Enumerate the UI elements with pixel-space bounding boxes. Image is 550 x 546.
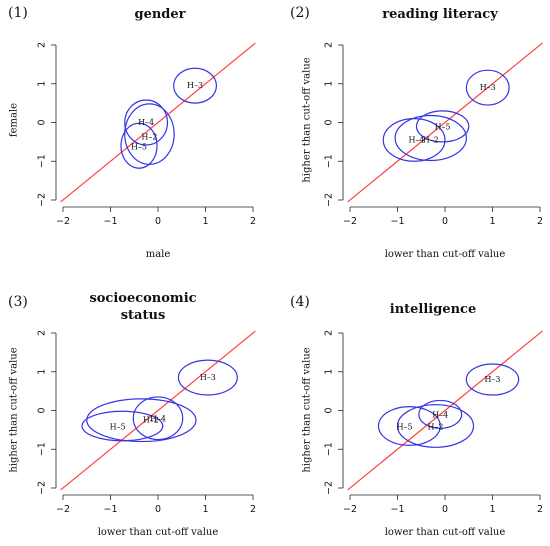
chart-title: socioeconomic — [89, 291, 196, 306]
x-tick-label: 1 — [202, 216, 208, 227]
ellipse-label: H–3 — [200, 373, 216, 382]
y-tick-label: −1 — [324, 154, 335, 168]
ellipse-label: H–3 — [187, 81, 203, 90]
y-tick-label: −2 — [37, 481, 48, 495]
x-tick-label: 1 — [202, 504, 208, 515]
x-tick-label: −2 — [56, 504, 70, 515]
confidence-ellipse — [120, 122, 158, 169]
confidence-ellipse — [394, 114, 467, 162]
ellipse-label: H–2 — [423, 135, 439, 144]
x-tick-label: −1 — [103, 504, 117, 515]
panel-number: (1) — [8, 5, 28, 21]
reference-diagonal-line — [347, 42, 543, 203]
x-tick-label: 2 — [537, 504, 543, 515]
y-tick-label: −2 — [324, 193, 335, 207]
chart-title: reading literacy — [382, 7, 498, 22]
y-tick-label: 1 — [324, 369, 335, 375]
y-axis-label: higher than cut-off value — [8, 347, 19, 472]
y-axis-label: female — [8, 103, 19, 137]
y-axis-label: higher than cut-off value — [301, 57, 312, 182]
y-tick-label: 1 — [37, 81, 48, 87]
chart-title: status — [121, 308, 166, 323]
ellipse-label: H–2 — [141, 133, 157, 142]
ellipse-label: H–5 — [110, 422, 126, 431]
reference-diagonal-line — [60, 330, 256, 491]
x-tick-label: 1 — [489, 504, 495, 515]
panel-number: (2) — [290, 5, 310, 21]
x-tick-label: 0 — [155, 504, 161, 515]
confidence-ellipse — [173, 67, 218, 104]
confidence-ellipse — [86, 398, 197, 443]
y-tick-label: −1 — [37, 154, 48, 168]
x-axis-label: male — [146, 249, 171, 260]
ellipse-label: H–2 — [143, 416, 159, 425]
chart-title: intelligence — [390, 302, 476, 317]
y-tick-label: −2 — [324, 481, 335, 495]
ellipse-label: H–3 — [480, 83, 496, 92]
confidence-ellipse — [465, 69, 510, 106]
confidence-ellipse — [124, 99, 169, 146]
ellipse-label: H–4 — [150, 415, 166, 424]
x-tick-label: 2 — [537, 216, 543, 227]
x-tick-label: −2 — [343, 504, 357, 515]
panel-number: (4) — [290, 294, 310, 310]
x-tick-label: −1 — [390, 504, 404, 515]
ellipse-label: H–5 — [131, 142, 147, 151]
reference-diagonal-line — [347, 330, 543, 491]
chart-panel-1: (1) gender −2 −1 0 1 2 −2 −1 0 1 2 male female H–3 H–4 H… — [8, 5, 256, 260]
chart-panel-4: (4) intelligence −2 −1 0 1 2 −2 −1 0 1 2 lower than … — [290, 294, 543, 538]
ellipse-label: H–4 — [138, 118, 154, 127]
confidence-ellipse — [377, 406, 441, 446]
confidence-ellipse — [382, 118, 446, 162]
ellipse-label: H–3 — [484, 375, 500, 384]
confidence-ellipse — [177, 359, 238, 396]
x-tick-label: 1 — [489, 216, 495, 227]
chart-panel-2: (2) reading literacy −2 −1 0 1 2 −2 −1 0 1 2 lower t… — [290, 5, 543, 260]
chart-panel-3: (3) socioeconomic status −2 −1 0 1 2 −2 −1 0 1 2 lowe… — [8, 291, 256, 538]
reference-diagonal-line — [60, 42, 256, 203]
y-tick-label: 2 — [37, 42, 48, 48]
panel-number: (3) — [8, 294, 28, 310]
y-tick-label: −1 — [37, 442, 48, 456]
y-tick-label: 2 — [324, 330, 335, 336]
y-tick-label: −1 — [324, 442, 335, 456]
x-tick-label: 0 — [155, 216, 161, 227]
y-tick-label: 0 — [37, 407, 48, 413]
y-tick-label: 0 — [324, 119, 335, 125]
x-tick-label: −1 — [390, 216, 404, 227]
y-tick-label: 1 — [37, 369, 48, 375]
ellipse-label: H–5 — [435, 123, 451, 132]
ellipse-label: H–5 — [397, 422, 413, 431]
x-axis-label: lower than cut-off value — [98, 527, 219, 538]
ellipse-label: H–4 — [408, 135, 424, 144]
x-tick-label: −2 — [56, 216, 70, 227]
x-axis-label: lower than cut-off value — [385, 527, 506, 538]
confidence-ellipse — [415, 110, 470, 143]
ellipse-label: H–2 — [427, 422, 443, 431]
chart-title: gender — [134, 7, 185, 22]
x-axis-label: lower than cut-off value — [385, 249, 506, 260]
y-tick-label: 2 — [324, 42, 335, 48]
y-tick-label: −2 — [37, 193, 48, 207]
confidence-ellipse — [396, 404, 475, 448]
confidence-ellipse — [465, 363, 520, 396]
ellipse-label: H–4 — [432, 411, 448, 420]
confidence-ellipse — [81, 410, 164, 442]
y-tick-label: 0 — [37, 119, 48, 125]
x-tick-label: 2 — [250, 504, 256, 515]
x-tick-label: 2 — [250, 216, 256, 227]
y-axis-label: higher than cut-off value — [301, 347, 312, 472]
x-tick-label: −2 — [343, 216, 357, 227]
x-tick-label: −1 — [103, 216, 117, 227]
confidence-ellipse — [132, 396, 184, 441]
x-tick-label: 0 — [442, 216, 448, 227]
y-tick-label: 2 — [37, 330, 48, 336]
x-tick-label: 0 — [442, 504, 448, 515]
y-tick-label: 0 — [324, 407, 335, 413]
y-tick-label: 1 — [324, 81, 335, 87]
